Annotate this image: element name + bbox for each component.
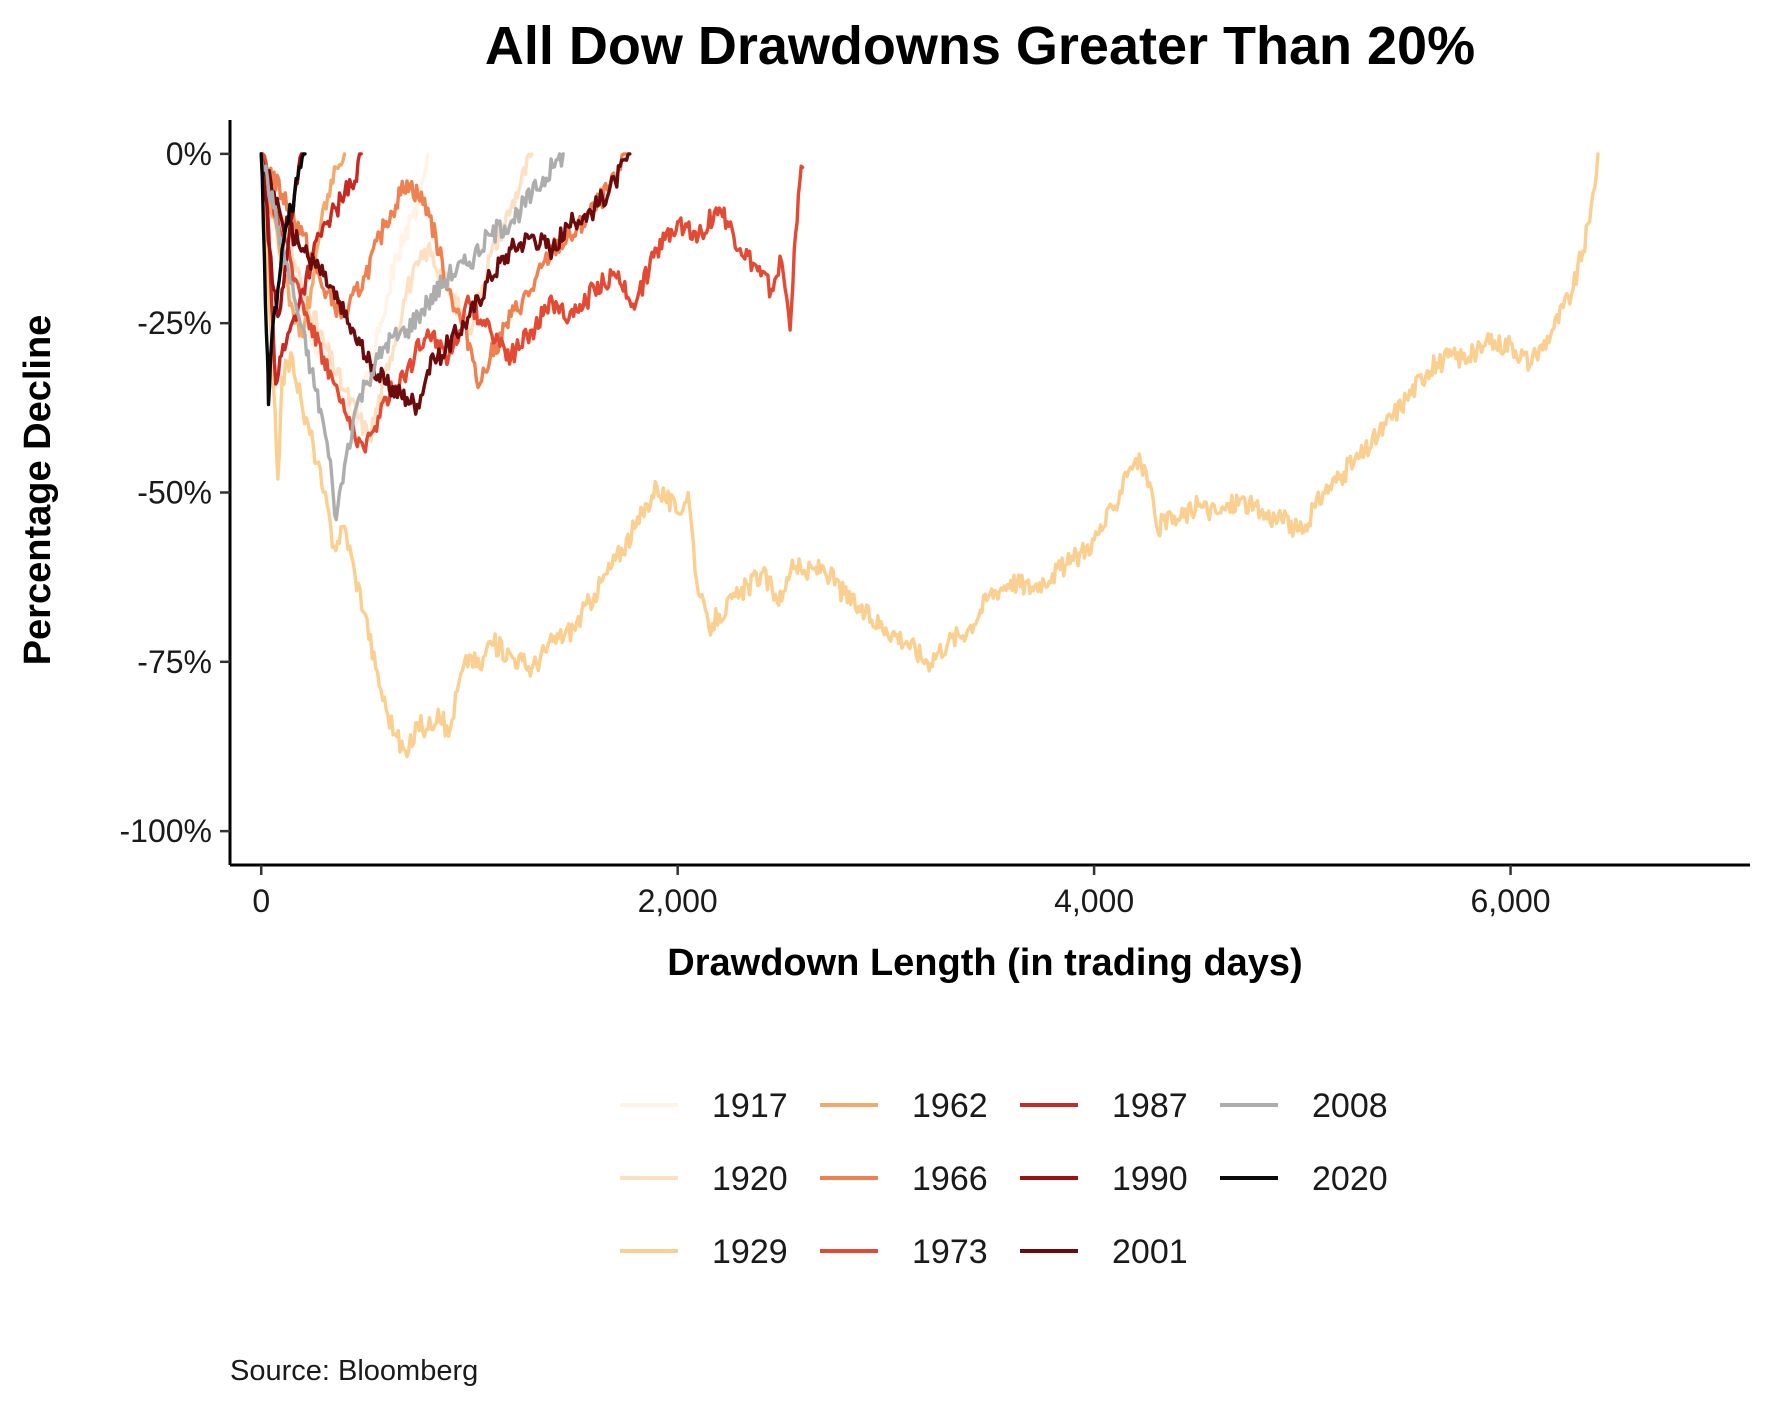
legend-label: 1990 (1112, 1160, 1188, 1198)
legend-item-1990: 1990 (1020, 1160, 1188, 1198)
series-line-1987 (259, 152, 363, 386)
x-axis-title: Drawdown Length (in trading days) (667, 942, 1302, 984)
legend-label: 1987 (1112, 1087, 1188, 1125)
y-tick-label: -75% (137, 644, 212, 680)
legend-label: 1973 (912, 1233, 988, 1271)
series-line-2020 (259, 152, 307, 407)
legend-item-1929: 1929 (620, 1233, 788, 1271)
x-tick-label: 4,000 (1054, 883, 1134, 919)
legend-item-2008: 2008 (1220, 1087, 1388, 1125)
x-tick-label: 6,000 (1471, 883, 1551, 919)
legend: 1917 1920 1929 1962 1966 1973 1987 1990 2001 2008… (620, 1087, 1388, 1271)
legend-item-1920: 1920 (620, 1160, 788, 1198)
legend-label: 2008 (1312, 1087, 1388, 1125)
legend-item-1987: 1987 (1020, 1087, 1188, 1125)
legend-item-1962: 1962 (820, 1087, 988, 1125)
y-tick-label: -50% (137, 475, 212, 511)
legend-label: 1917 (712, 1087, 788, 1125)
y-axis: 0% -25% -50% -75% -100% (120, 120, 232, 865)
legend-label: 1966 (912, 1160, 988, 1198)
legend-item-1973: 1973 (820, 1233, 988, 1271)
series-line-1929 (259, 152, 1600, 759)
legend-label: 2001 (1112, 1233, 1188, 1271)
source-note: Source: Bloomberg (230, 1355, 478, 1387)
y-tick-label: -25% (137, 305, 212, 341)
legend-label: 1920 (712, 1160, 788, 1198)
x-tick-label: 2,000 (638, 883, 718, 919)
y-axis-title: Percentage Decline (17, 315, 59, 666)
legend-label: 1962 (912, 1087, 988, 1125)
legend-label: 2020 (1312, 1160, 1388, 1198)
x-tick-label: 0 (252, 883, 270, 919)
legend-item-1917: 1917 (620, 1087, 788, 1125)
chart-title: All Dow Drawdowns Greater Than 20% (485, 16, 1475, 76)
legend-item-2020: 2020 (1220, 1160, 1388, 1198)
series-line-1966 (259, 152, 628, 390)
x-axis: 0 2,000 4,000 6,000 (230, 863, 1750, 919)
y-tick-label: -100% (120, 813, 213, 849)
legend-label: 1929 (712, 1233, 788, 1271)
legend-item-2001: 2001 (1020, 1233, 1188, 1271)
series-lines (259, 152, 1600, 759)
series-line-2008 (259, 152, 565, 522)
series-line-2001 (259, 152, 632, 416)
legend-item-1966: 1966 (820, 1160, 988, 1198)
y-tick-label: 0% (166, 136, 212, 172)
